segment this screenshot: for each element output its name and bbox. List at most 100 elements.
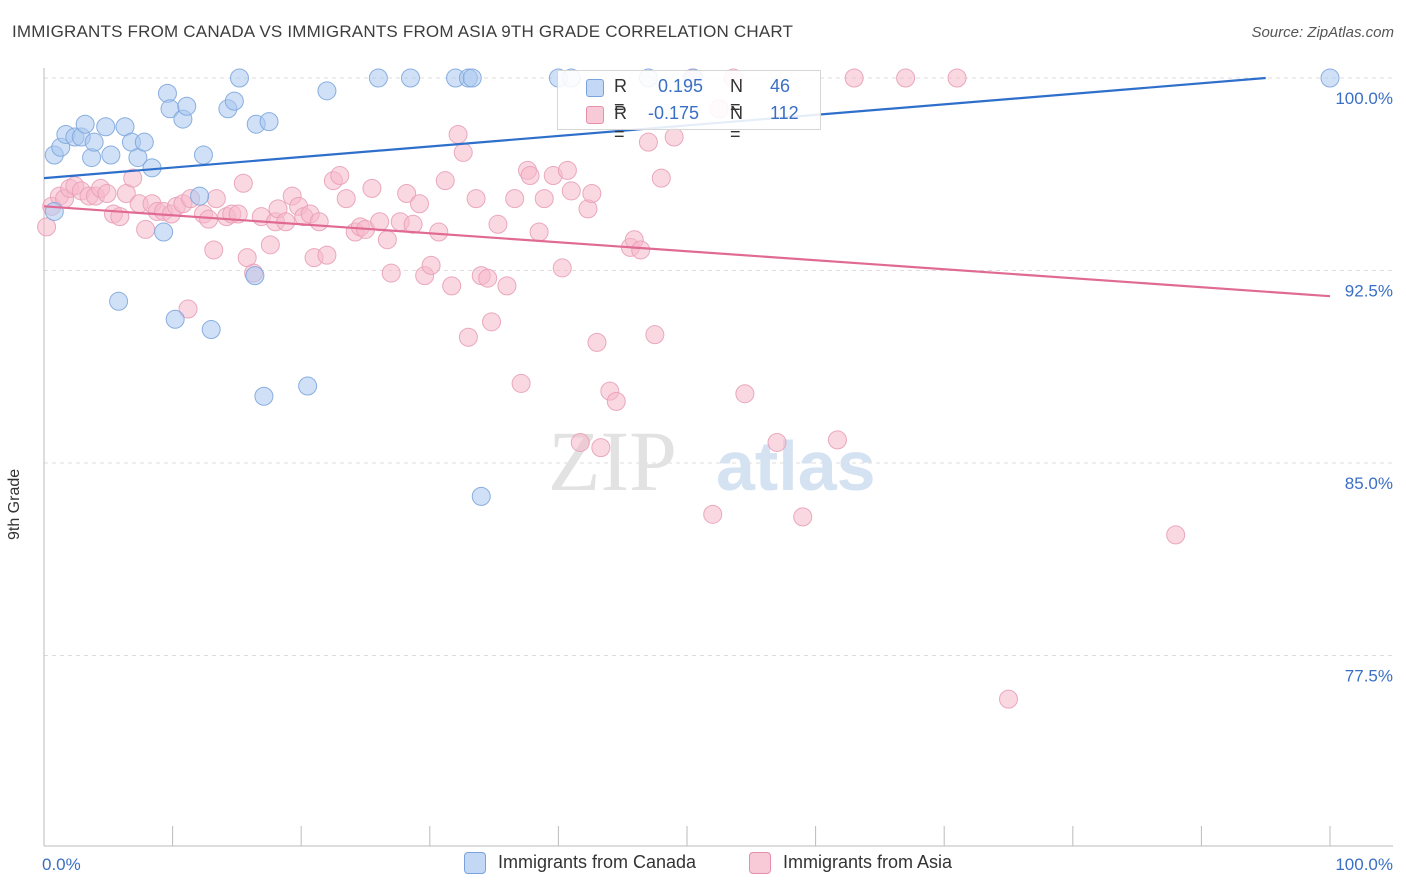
canada-point xyxy=(229,68,249,88)
canada-point xyxy=(84,132,104,152)
asia-point xyxy=(482,312,502,332)
legend-n-value: 46 xyxy=(770,76,791,96)
canada-point xyxy=(165,309,185,329)
asia-point xyxy=(97,184,117,203)
asia-point xyxy=(561,181,581,201)
canada-point xyxy=(317,81,337,101)
y-tick-label: 77.5% xyxy=(1345,667,1393,686)
bottom-legend-label-asia: Immigrants from Asia xyxy=(783,852,953,872)
asia-point xyxy=(631,240,651,260)
legend-swatch-canada xyxy=(586,79,604,97)
watermark: ZIP atlas xyxy=(548,413,876,509)
asia-point xyxy=(793,507,813,527)
canada-point xyxy=(177,96,197,116)
canada-point xyxy=(471,486,491,506)
canada-point xyxy=(96,117,116,137)
canada-point xyxy=(75,114,95,134)
asia-point xyxy=(488,214,508,234)
asia-point xyxy=(442,276,462,296)
watermark-zip: ZIP xyxy=(548,413,677,509)
asia-point xyxy=(896,68,916,88)
asia-point xyxy=(651,168,671,188)
asia-point xyxy=(123,168,143,188)
canada-point xyxy=(193,145,213,165)
asia-point xyxy=(587,332,607,352)
legend-r-label: R = xyxy=(614,103,627,144)
asia-point xyxy=(844,68,864,88)
legend-r-label: R = xyxy=(614,76,627,117)
canada-point xyxy=(298,376,318,396)
asia-point xyxy=(570,432,590,452)
stats-legend: R = 0.195 N = 46 R = -0.175 N = 112 xyxy=(557,70,821,144)
x-tick-label-max: 100.0% xyxy=(1335,855,1393,874)
canada-point xyxy=(224,91,244,111)
y-tick-label: 100.0% xyxy=(1335,89,1393,108)
asia-point xyxy=(552,258,572,278)
asia-point xyxy=(336,189,356,209)
asia-point xyxy=(370,212,390,232)
asia-point xyxy=(767,432,787,452)
asia-point xyxy=(136,219,156,239)
asia-point xyxy=(466,189,486,209)
asia-point xyxy=(429,222,449,242)
asia-point xyxy=(377,230,397,250)
asia-trend-line xyxy=(43,205,1331,298)
canada-point xyxy=(245,266,265,286)
legend-n-label: N = xyxy=(730,76,743,117)
tick-labels: 100.0% 92.5% 85.0% 77.5% 0.0% 100.0% xyxy=(42,89,1393,874)
y-axis-label: 9th Grade xyxy=(6,468,23,540)
asia-point xyxy=(381,263,401,283)
asia-point xyxy=(591,438,611,458)
asia-point xyxy=(206,189,226,209)
bottom-legend-label-canada: Immigrants from Canada xyxy=(498,852,697,872)
y-tick-label: 92.5% xyxy=(1345,282,1393,301)
gridlines xyxy=(44,77,1393,656)
canada-point xyxy=(462,68,482,88)
asia-point xyxy=(1166,525,1186,545)
source-credit: Source: ZipAtlas.com xyxy=(1251,24,1394,41)
canada-point xyxy=(259,112,279,132)
bottom-legend-swatch-canada xyxy=(464,852,486,874)
asia-point xyxy=(520,166,540,186)
asia-point xyxy=(497,276,517,296)
asia-point xyxy=(511,373,531,393)
x-tick-label-min: 0.0% xyxy=(42,855,81,874)
canada-point xyxy=(44,201,64,221)
canada-points xyxy=(44,68,1340,506)
asia-point xyxy=(410,194,430,214)
asia-point xyxy=(606,391,626,411)
canada-point xyxy=(109,291,129,311)
asia-point xyxy=(309,212,329,232)
y-tick-label: 85.0% xyxy=(1345,474,1393,493)
legend-n-value: 112 xyxy=(770,103,799,123)
canada-point xyxy=(190,186,210,206)
legend-n-label: N = xyxy=(730,103,743,144)
asia-point xyxy=(421,255,441,275)
asia-point xyxy=(233,173,253,193)
asia-point xyxy=(638,132,658,152)
axes xyxy=(43,68,1393,847)
asia-point xyxy=(947,68,967,88)
asia-point xyxy=(999,689,1018,709)
bottom-legend-swatch-asia xyxy=(749,852,771,874)
asia-point xyxy=(453,142,473,162)
asia-point xyxy=(204,240,224,260)
asia-point xyxy=(403,214,423,234)
canada-point xyxy=(134,132,154,152)
asia-point xyxy=(397,184,417,203)
canada-point xyxy=(201,320,221,340)
asia-point xyxy=(582,184,602,203)
asia-point xyxy=(664,127,684,147)
legend-swatch-asia xyxy=(586,106,604,124)
asia-point xyxy=(478,268,498,288)
legend-r-value: -0.175 xyxy=(648,103,700,123)
asia-point xyxy=(37,217,57,237)
asia-point xyxy=(534,189,554,209)
canada-point xyxy=(401,68,421,88)
asia-point xyxy=(645,325,665,345)
asia-point xyxy=(458,327,478,347)
asia-point xyxy=(435,171,455,191)
asia-point xyxy=(703,504,723,524)
watermark-atlas: atlas xyxy=(716,427,876,505)
